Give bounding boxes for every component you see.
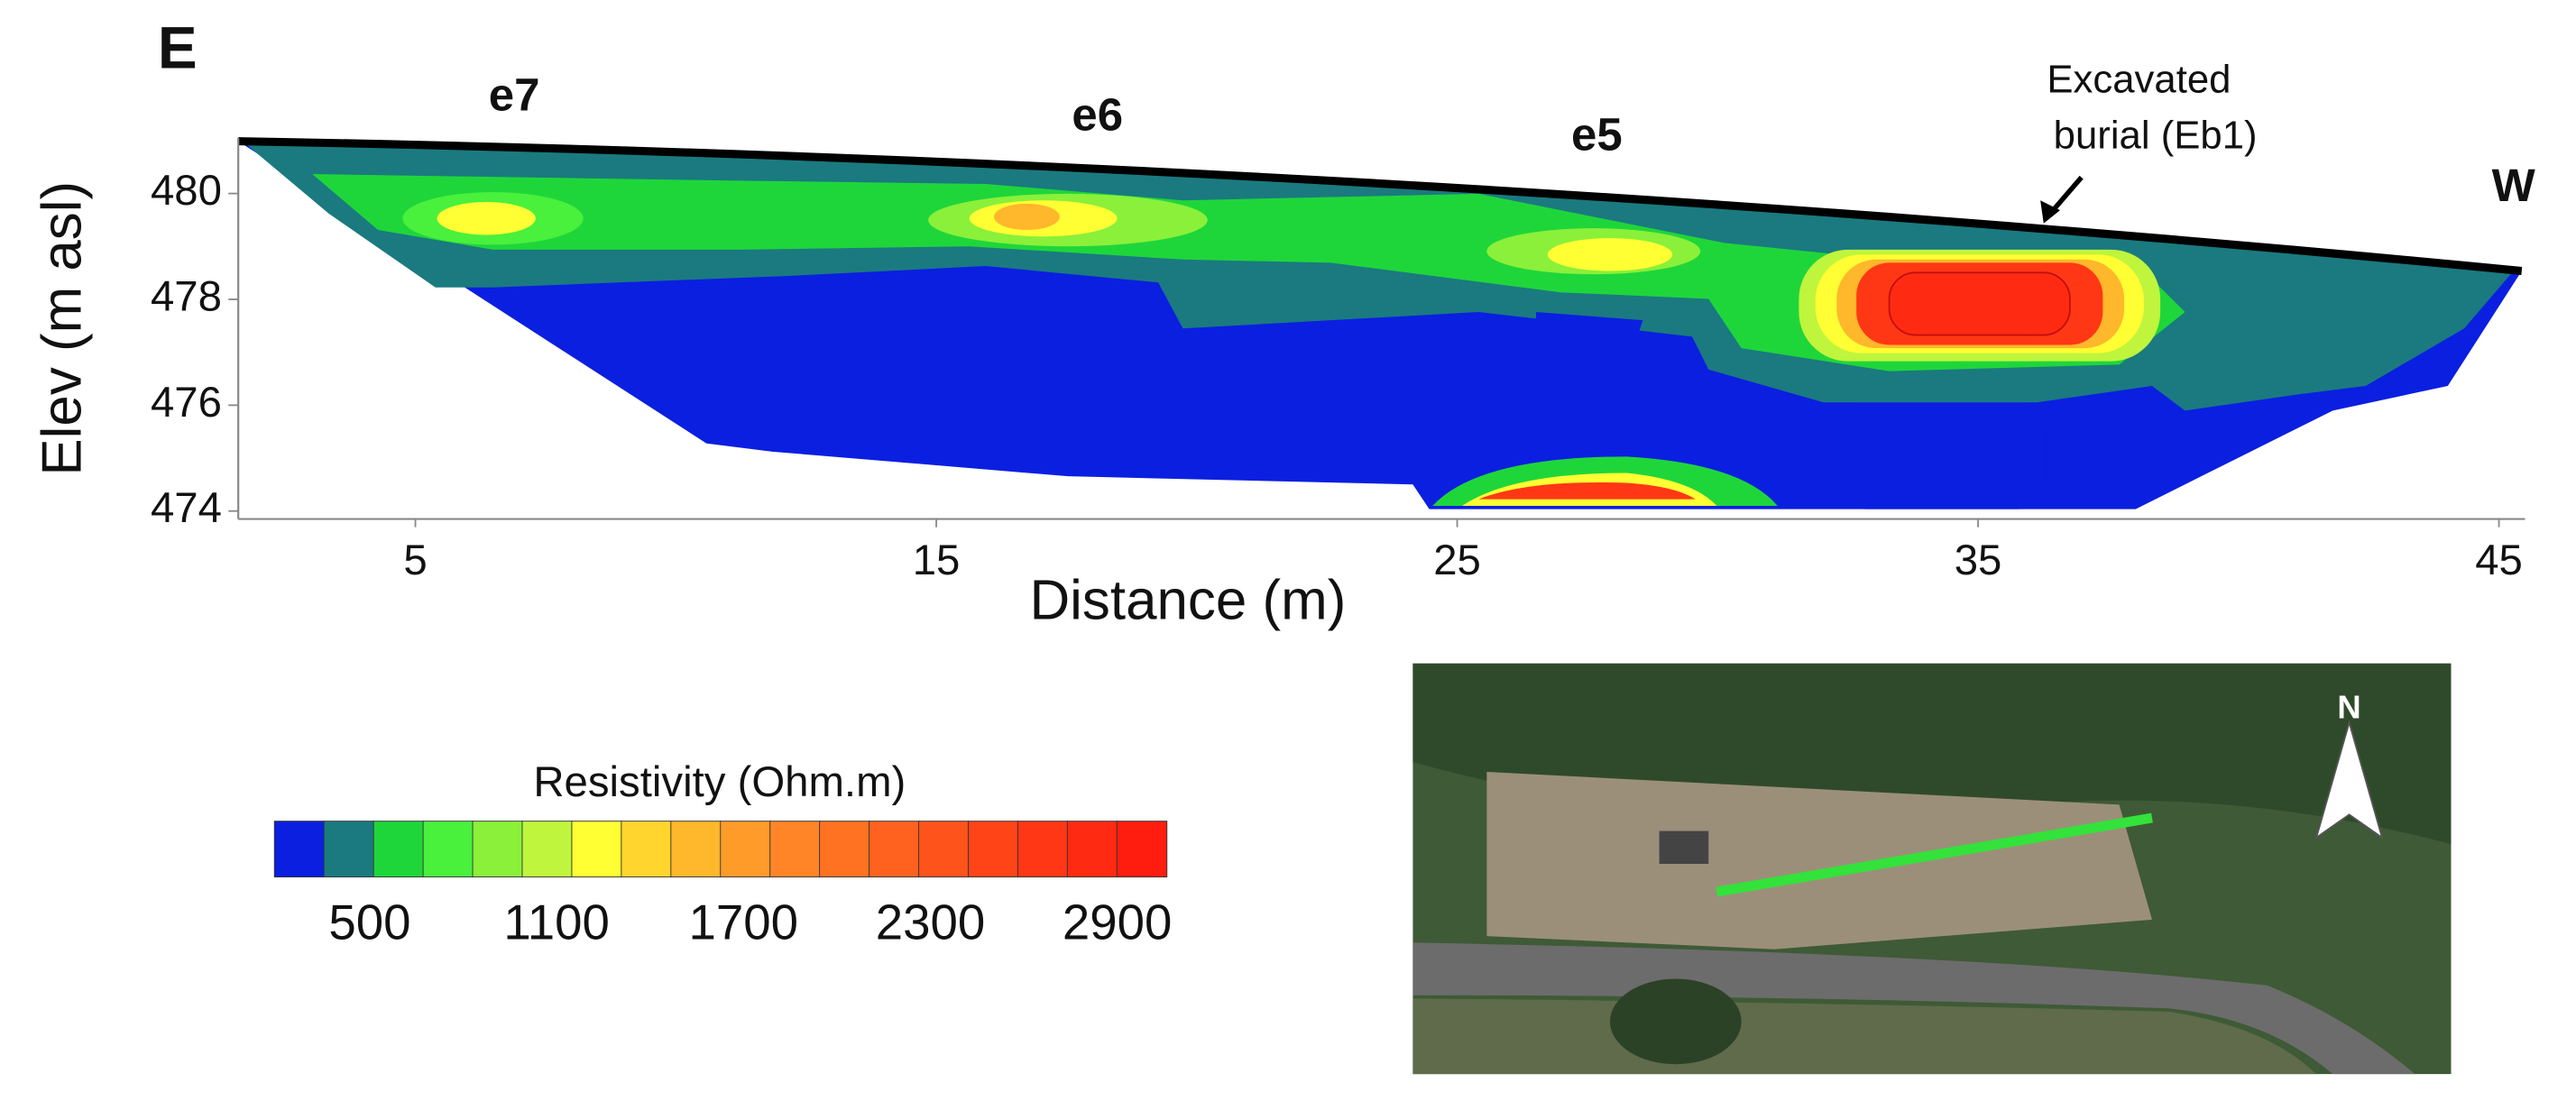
y-tick-label: 474 [151, 484, 222, 532]
colorbar-tick-label: 1100 [503, 895, 609, 950]
colorbar-bin [720, 821, 771, 878]
colorbar-bin [819, 821, 870, 878]
colorbar-tick-label: 2900 [1063, 895, 1173, 950]
panel-label: E [158, 15, 198, 81]
colorbar-bin [472, 821, 523, 878]
annotation-arrow [2048, 175, 2084, 216]
x-tick-label: 35 [1955, 537, 2002, 584]
colorbar-bin [967, 821, 1019, 878]
colorbar-tick-label: 1700 [689, 895, 799, 950]
y-axis-title: Elev (m asl) [31, 181, 93, 476]
aerial-photo: N [1412, 663, 2452, 1075]
colorbar-bin [521, 821, 573, 878]
colorbar-bin [373, 821, 425, 878]
x-tick-label: 25 [1433, 537, 1481, 584]
colorbar-title: Resistivity (Ohm.m) [533, 758, 906, 806]
resistivity-section [238, 137, 2523, 509]
x-tick-label: 15 [913, 537, 961, 584]
colorbar-bin [571, 821, 622, 878]
x-axis-title: Distance (m) [1029, 570, 1346, 632]
colorbar: 500 1100 1700 2300 2900 [273, 821, 1173, 950]
colorbar-bin [670, 821, 722, 878]
colorbar-bin [918, 821, 970, 878]
annotation: e5 [1571, 108, 1623, 160]
annotation: e6 [1072, 89, 1123, 141]
colorbar-tick-label: 500 [328, 895, 410, 950]
colorbar-bin [422, 821, 474, 878]
annotation: burial (Eb1) [2054, 114, 2258, 158]
annotation: W [2492, 160, 2536, 211]
y-tick-label: 476 [151, 379, 222, 427]
colorbar-bin [1116, 821, 1168, 878]
annotation-arrowhead [2040, 200, 2061, 224]
colorbar-bin [1066, 821, 1118, 878]
colorbar-bin [869, 821, 920, 878]
colorbar-bin [769, 821, 821, 878]
colorbar-bin [273, 821, 326, 878]
x-tick-label: 5 [403, 537, 427, 584]
colorbar-bin [1017, 821, 1069, 878]
north-label: N [2337, 688, 2360, 725]
colorbar-bin [323, 821, 375, 878]
x-tick-label: 45 [2475, 537, 2523, 584]
y-tick-label: 480 [151, 167, 222, 215]
colorbar-tick-label: 2300 [876, 895, 986, 950]
colorbar-bin [621, 821, 672, 878]
annotation: e7 [489, 69, 540, 121]
annotation: Excavated [2047, 58, 2231, 102]
y-tick-label: 478 [151, 272, 222, 320]
